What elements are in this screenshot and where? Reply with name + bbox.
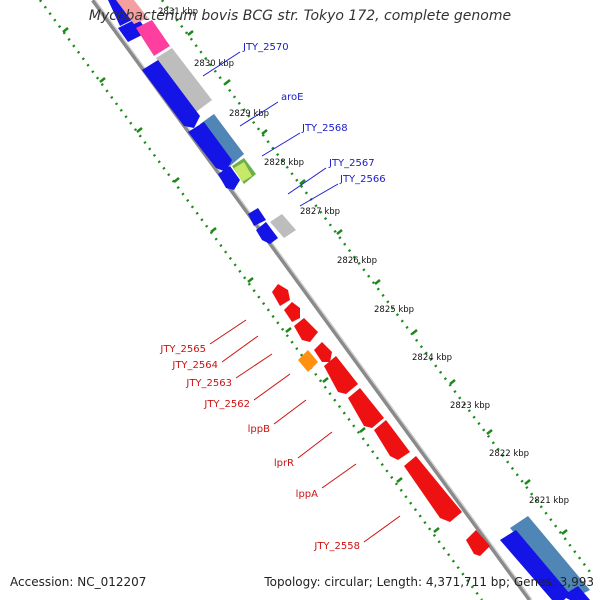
gene-label-JTY-2568[interactable]: JTY_2568 (301, 123, 348, 134)
forward-cds-long (142, 60, 200, 128)
reverse-cds-2565 (272, 284, 290, 306)
forward-cds-top-b (118, 18, 148, 42)
gene-label-JTY-2567[interactable]: JTY_2567 (328, 158, 375, 169)
kbp-label: 2825 kbp (374, 305, 414, 315)
kbp-label: 2829 kbp (229, 109, 269, 119)
pink-feature (136, 20, 170, 56)
reverse-cds-2562 (314, 342, 332, 362)
kbp-label: 2824 kbp (412, 353, 452, 363)
outer-tick-marks (187, 30, 568, 535)
gene-label-JTY-2564[interactable]: JTY_2564 (171, 360, 218, 371)
inner-tick-marks (62, 27, 440, 533)
kbp-label: 2828 kbp (264, 158, 304, 168)
orange-feature (298, 350, 318, 372)
forward-cds-bottom-right (562, 586, 590, 600)
reverse-cds-2563 (294, 318, 318, 342)
gene-label-aroE[interactable]: aroE (281, 92, 303, 103)
kbp-label: 2822 kbp (489, 449, 529, 459)
reverse-cds-2558 (466, 530, 490, 556)
gene-label-lppA[interactable]: lppA (296, 489, 318, 500)
kbp-label: 2823 kbp (450, 401, 490, 411)
map-title: Mycobacterium bovis BCG str. Tokyo 172, … (88, 8, 512, 24)
gray-feature-small (270, 214, 296, 238)
pink-feature-top (116, 0, 148, 24)
reverse-cds-lppB (324, 356, 358, 394)
forward-cds-mid (188, 122, 232, 172)
inner-dotted-guide (38, 0, 484, 600)
kbp-label: 2827 kbp (300, 207, 340, 217)
forward-cds-2566 (256, 222, 278, 244)
reverse-gene-leaders (209, 319, 401, 543)
kbp-label: 2830 kbp (194, 59, 234, 69)
steel-feature (200, 114, 244, 166)
steel-feature-bottom (510, 516, 590, 600)
kbp-scale-labels: 2831 kbp 2830 kbp 2829 kbp 2828 kbp 2827… (158, 7, 569, 506)
yellow-green-feature (234, 162, 252, 182)
gene-label-JTY-2566[interactable]: JTY_2566 (339, 174, 386, 185)
reverse-cds-lppA (374, 420, 410, 460)
gene-label-lprR[interactable]: lprR (274, 458, 294, 469)
kbp-label: 2826 kbp (337, 256, 377, 266)
gene-label-JTY-2563[interactable]: JTY_2563 (185, 378, 232, 389)
reverse-cds-lprR (348, 388, 384, 428)
kbp-label: 2821 kbp (529, 496, 569, 506)
reverse-cds-2564 (284, 302, 300, 322)
gene-label-JTY-2570[interactable]: JTY_2570 (242, 42, 289, 53)
forward-cds-bottom (500, 530, 570, 600)
genome-summary-label: Topology: circular; Length: 4,371,711 bp… (264, 575, 594, 589)
forward-cds-small (218, 166, 240, 190)
accession-label: Accession: NC_012207 (10, 575, 147, 589)
gray-feature-large (156, 48, 212, 112)
gene-label-lppB[interactable]: lppB (248, 424, 270, 435)
forward-cds-2567 (248, 208, 266, 226)
forward-gene-labels (202, 51, 339, 207)
reverse-cds-large (404, 456, 462, 522)
kbp-label: 2831 kbp (158, 7, 198, 17)
outer-dotted-guide (160, 0, 592, 573)
gene-label-JTY-2562[interactable]: JTY_2562 (203, 399, 250, 410)
gene-label-JTY-2558[interactable]: JTY_2558 (313, 541, 360, 552)
gene-label-JTY-2565[interactable]: JTY_2565 (159, 344, 206, 355)
